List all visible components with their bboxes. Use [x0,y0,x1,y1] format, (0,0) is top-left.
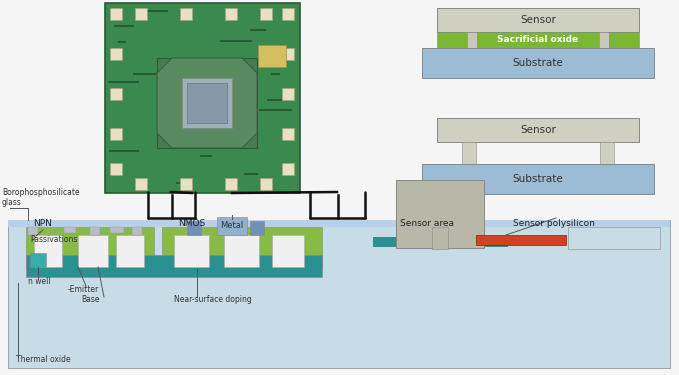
Bar [187,83,227,123]
Bar [599,32,609,48]
Bar [373,237,508,247]
Bar [177,62,209,63]
Bar [258,45,286,67]
Bar [244,173,258,174]
Bar [157,58,257,148]
Text: Passivations: Passivations [30,236,77,244]
Bar [568,227,660,249]
Text: Substrate: Substrate [513,174,564,184]
Text: n well: n well [28,278,51,286]
Bar [260,8,272,20]
Bar [64,227,76,233]
Bar [282,8,294,20]
Bar [118,41,126,42]
Bar [30,253,46,267]
Text: Sensor: Sensor [520,15,556,25]
Bar [432,227,448,249]
Bar [267,99,287,100]
Bar [110,48,122,60]
Bar [437,8,639,32]
Polygon shape [157,58,257,148]
Bar [282,128,294,140]
Bar [116,235,144,267]
Bar [200,77,231,78]
Bar [187,221,201,235]
Bar [176,182,191,183]
Text: NPN: NPN [33,219,52,228]
Bar [169,141,200,142]
Bar [396,180,484,248]
Bar [477,32,599,48]
Bar [271,73,280,75]
Bar [26,255,322,277]
Bar [146,10,168,12]
Bar [78,235,108,267]
Bar [8,220,670,368]
Bar [110,88,122,100]
Bar [182,78,232,128]
Bar [8,220,670,227]
Bar [135,178,147,190]
Bar [110,8,122,20]
Bar [600,142,614,164]
Bar [133,73,160,75]
Text: Substrate: Substrate [513,58,564,68]
Bar [220,40,252,42]
Bar [282,48,294,60]
Bar [437,118,639,142]
Bar [132,227,142,235]
Bar [437,32,467,48]
Bar [114,25,134,27]
Bar [224,235,259,267]
Bar [109,150,139,152]
Bar [250,29,266,30]
Bar [250,221,264,235]
Bar [282,163,294,175]
Bar [180,178,192,190]
Bar [282,88,294,100]
Bar [26,227,154,269]
Text: Near-surface doping: Near-surface doping [174,296,252,304]
Bar [200,155,212,156]
Text: Sensor polysilicon: Sensor polysilicon [513,219,595,228]
Bar [259,109,292,111]
Bar [225,178,237,190]
Text: NMOS: NMOS [178,219,205,228]
Bar [467,32,477,48]
Bar [260,178,272,190]
Text: Base: Base [81,296,100,304]
Bar [162,227,322,269]
Text: Thermal oxide: Thermal oxide [16,356,71,364]
Text: Metal: Metal [221,222,244,231]
Bar [180,8,192,20]
Bar [462,142,476,164]
Bar [272,235,304,267]
Bar [108,81,139,82]
Bar [174,235,209,267]
Bar [105,3,300,193]
Bar [217,217,247,235]
Bar [90,227,100,235]
Bar [110,227,124,233]
Bar [110,128,122,140]
Bar [180,89,204,90]
Text: Sensor: Sensor [520,125,556,135]
Bar [225,8,237,20]
Text: Sensor area: Sensor area [400,219,454,228]
Text: Sacrificial oxide: Sacrificial oxide [498,36,579,45]
Bar [422,48,654,78]
Bar [609,32,639,48]
Bar [28,227,38,235]
Bar [245,93,256,94]
Bar [110,163,122,175]
Bar [197,116,215,117]
Text: Borophosphosilicate
glass: Borophosphosilicate glass [2,188,79,207]
Text: -Emitter: -Emitter [68,285,99,294]
Bar [476,235,566,245]
Bar [34,235,62,267]
Bar [422,164,654,194]
Bar [135,8,147,20]
